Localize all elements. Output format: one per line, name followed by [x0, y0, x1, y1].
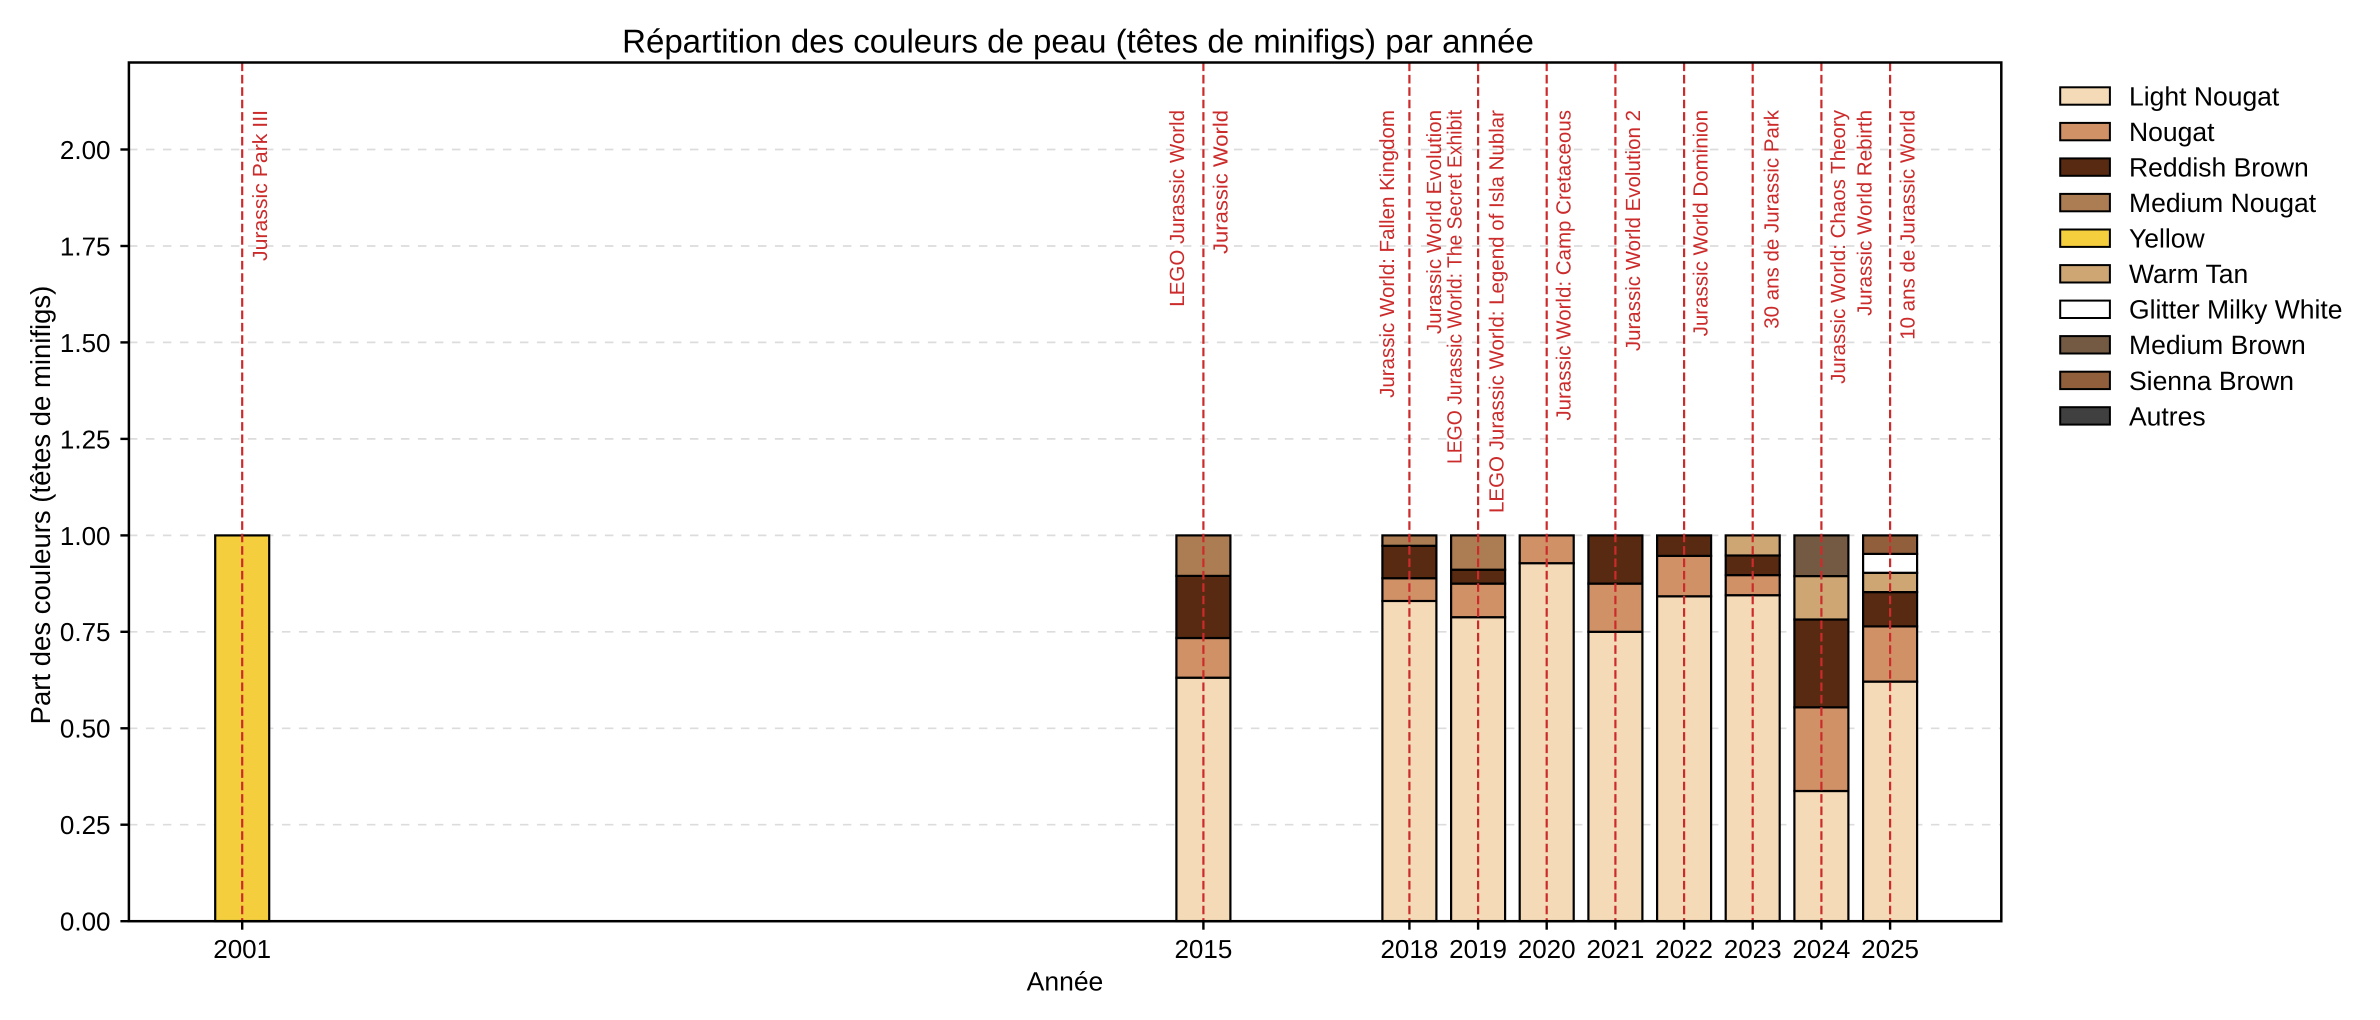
svg-text:30 ans de Jurassic Park: 30 ans de Jurassic Park [1760, 109, 1783, 329]
svg-text:Jurassic World: Camp Cretaceou: Jurassic World: Camp Cretaceous [1553, 110, 1576, 421]
svg-text:LEGO Jurassic World: The Secre: LEGO Jurassic World: The Secret Exhibit [1444, 110, 1467, 464]
svg-text:LEGO Jurassic World: Legend of: LEGO Jurassic World: Legend of Isla Nubl… [1486, 110, 1509, 513]
svg-text:2024: 2024 [1792, 934, 1850, 964]
svg-text:Jurassic Park III: Jurassic Park III [249, 110, 272, 261]
svg-text:2015: 2015 [1174, 934, 1232, 964]
svg-text:2021: 2021 [1586, 934, 1644, 964]
svg-text:Light Nougat: Light Nougat [2129, 81, 2280, 111]
svg-text:Reddish Brown: Reddish Brown [2129, 153, 2309, 183]
svg-text:0.75: 0.75 [60, 617, 111, 647]
svg-text:2023: 2023 [1724, 934, 1782, 964]
svg-text:Sienna Brown: Sienna Brown [2129, 366, 2294, 396]
svg-text:Jurassic World: Fallen Kingdom: Jurassic World: Fallen Kingdom [1376, 110, 1399, 398]
svg-text:Jurassic World Evolution: Jurassic World Evolution [1423, 110, 1446, 334]
svg-text:2018: 2018 [1380, 934, 1438, 964]
svg-text:Jurassic World Dominion: Jurassic World Dominion [1690, 110, 1713, 336]
svg-text:Jurassic World: Jurassic World [1210, 110, 1233, 254]
svg-text:Nougat: Nougat [2129, 117, 2215, 147]
svg-text:2025: 2025 [1861, 934, 1919, 964]
svg-text:LEGO Jurassic World: LEGO Jurassic World [1166, 110, 1189, 307]
svg-text:1.00: 1.00 [60, 521, 111, 551]
svg-text:Jurassic World: Chaos Theory: Jurassic World: Chaos Theory [1827, 109, 1850, 384]
svg-text:Glitter Milky White: Glitter Milky White [2129, 295, 2343, 325]
svg-text:Année: Année [1027, 967, 1104, 997]
svg-text:2022: 2022 [1655, 934, 1713, 964]
svg-text:1.50: 1.50 [60, 328, 111, 358]
svg-text:0.25: 0.25 [60, 810, 111, 840]
svg-text:2.00: 2.00 [60, 135, 111, 165]
svg-text:2019: 2019 [1449, 934, 1507, 964]
svg-text:Jurassic World Rebirth: Jurassic World Rebirth [1853, 110, 1876, 316]
svg-text:1.75: 1.75 [60, 231, 111, 261]
svg-text:Répartition des couleurs de pe: Répartition des couleurs de peau (têtes … [622, 23, 1534, 60]
svg-text:Medium Brown: Medium Brown [2129, 330, 2306, 360]
svg-text:Medium Nougat: Medium Nougat [2129, 188, 2317, 218]
svg-text:0.00: 0.00 [60, 907, 111, 937]
svg-text:2001: 2001 [213, 934, 271, 964]
svg-text:2020: 2020 [1518, 934, 1576, 964]
svg-text:Yellow: Yellow [2129, 224, 2205, 254]
svg-text:1.25: 1.25 [60, 424, 111, 454]
svg-text:Part des couleurs (têtes de mi: Part des couleurs (têtes de minifigs) [25, 286, 56, 725]
svg-text:10 ans de Jurassic World: 10 ans de Jurassic World [1896, 110, 1919, 340]
svg-text:Jurassic World Evolution 2: Jurassic World Evolution 2 [1622, 110, 1645, 351]
svg-text:Autres: Autres [2129, 401, 2206, 431]
svg-text:Warm Tan: Warm Tan [2129, 259, 2248, 289]
svg-text:0.50: 0.50 [60, 714, 111, 744]
